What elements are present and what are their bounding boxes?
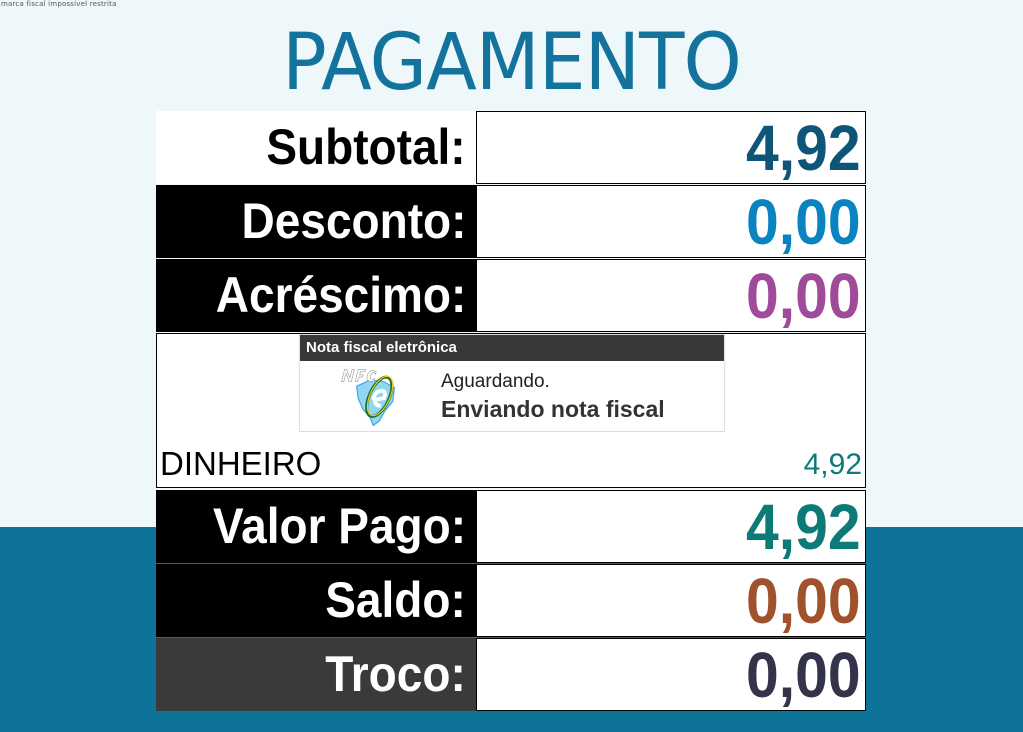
- corner-text: marca fiscal impossivel restrita: [1, 0, 117, 8]
- change-value: 0,00: [476, 638, 866, 711]
- change-label: Troco:: [156, 638, 476, 711]
- dialog-title: Nota fiscal eletrônica: [300, 335, 724, 361]
- discount-value: 0,00: [476, 185, 866, 258]
- nfce-dialog: Nota fiscal eletrônica Aguardando. Envia…: [300, 335, 724, 431]
- subtotal-label: Subtotal:: [156, 111, 476, 184]
- balance-row: Saldo: 0,00: [156, 564, 866, 637]
- balance-label: Saldo:: [156, 564, 476, 637]
- page-title: PAGAMENTO: [282, 18, 742, 108]
- dialog-status: Aguardando.: [441, 371, 550, 392]
- paid-label: Valor Pago:: [156, 490, 476, 563]
- subtotal-value: 4,92: [476, 111, 866, 184]
- change-row: Troco: 0,00: [156, 638, 866, 711]
- payment-value: 4,92: [803, 448, 862, 481]
- paid-value: 4,92: [476, 490, 866, 563]
- balance-value: 0,00: [476, 564, 866, 637]
- surcharge-label: Acréscimo:: [156, 259, 476, 332]
- subtotal-row: Subtotal: 4,92: [156, 111, 866, 184]
- discount-row: Desconto: 0,00: [156, 185, 866, 258]
- surcharge-value: 0,00: [476, 259, 866, 332]
- discount-label: Desconto:: [156, 185, 476, 258]
- payment-method: DINHEIRO: [160, 445, 322, 482]
- dialog-message: Enviando nota fiscal: [441, 396, 665, 422]
- paid-row: Valor Pago: 4,92: [156, 490, 866, 563]
- nfce-logo-icon: [341, 369, 396, 427]
- surcharge-row: Acréscimo: 0,00: [156, 259, 866, 332]
